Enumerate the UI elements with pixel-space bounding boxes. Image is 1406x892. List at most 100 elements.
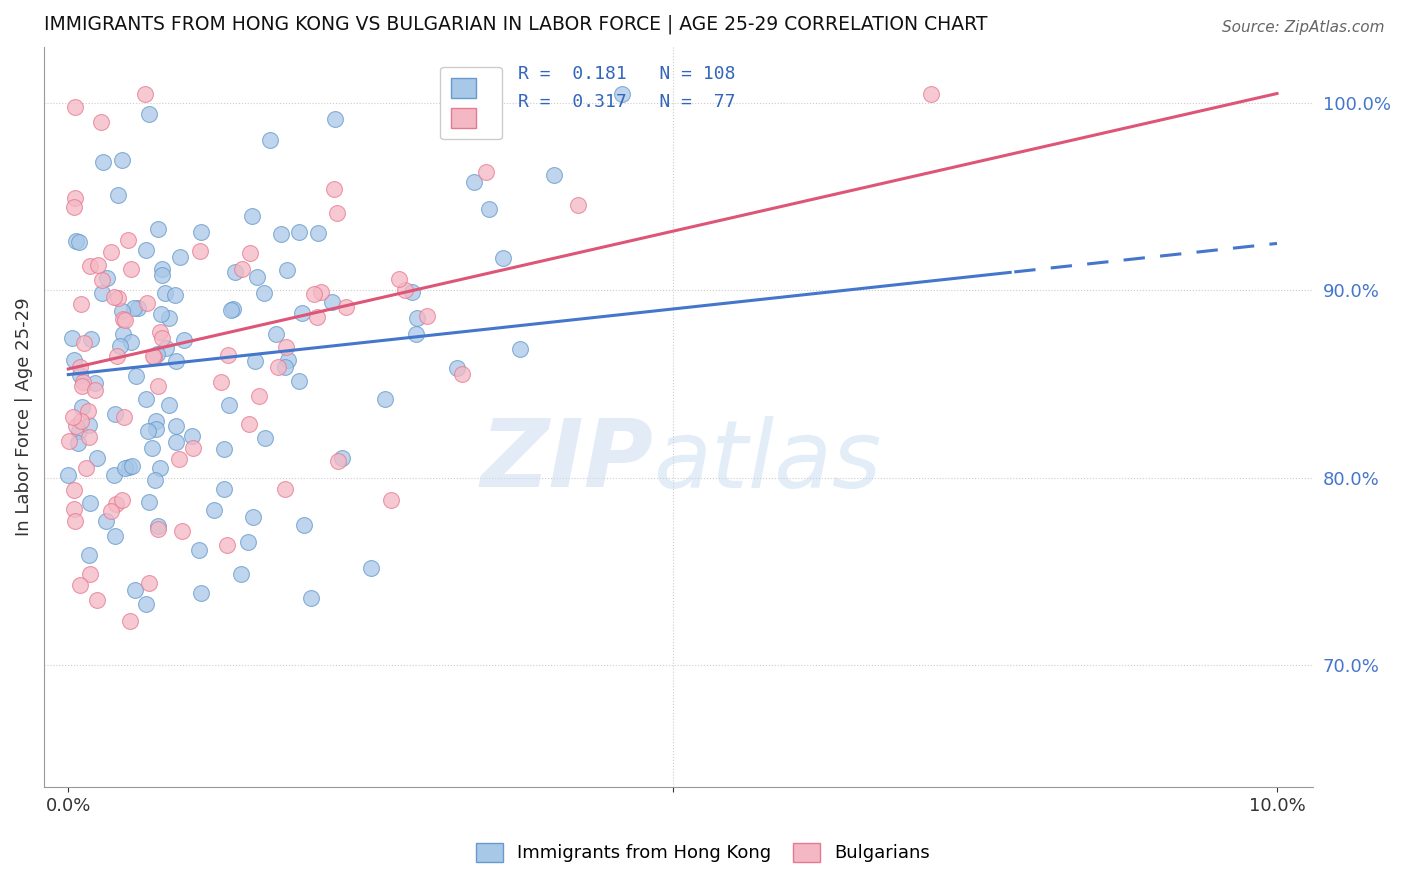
Point (100, 504, 122, 518)
Point (111, 312, 134, 326)
Point (165, 354, 187, 368)
Point (75, 460, 97, 475)
Point (209, 375, 232, 389)
Point (96, 514, 118, 528)
Point (157, 398, 180, 412)
Point (446, 360, 468, 375)
Point (450, 367, 472, 381)
Point (121, 458, 143, 473)
Point (91, 154, 114, 169)
Point (478, 202, 501, 217)
Point (70, 414, 93, 428)
Point (146, 522, 169, 536)
Point (401, 285, 423, 299)
Point (307, 226, 329, 240)
Point (63, 514, 86, 528)
Point (124, 583, 146, 598)
Point (325, 112, 347, 126)
Point (173, 333, 195, 347)
Point (294, 517, 316, 532)
Point (335, 300, 357, 314)
Point (291, 305, 314, 319)
Point (321, 294, 343, 309)
Point (259, 133, 281, 147)
Point (63, 483, 86, 498)
Point (238, 417, 260, 431)
Point (76, 404, 98, 418)
Point (181, 441, 204, 455)
Point (309, 285, 332, 299)
Point (266, 359, 288, 374)
Point (374, 392, 396, 406)
Point (146, 379, 169, 393)
Point (150, 307, 173, 321)
Point (69, 578, 91, 592)
Point (406, 310, 429, 325)
Point (415, 310, 437, 324)
Point (135, 597, 157, 611)
Y-axis label: In Labor Force | Age 25-29: In Labor Force | Age 25-29 (15, 297, 32, 536)
Point (187, 543, 209, 558)
Point (63, 100, 86, 114)
Point (138, 107, 160, 121)
Point (202, 503, 225, 517)
Point (274, 340, 297, 354)
Point (146, 519, 169, 533)
Point (219, 302, 242, 317)
Point (72, 401, 94, 415)
Point (157, 311, 180, 326)
Point (112, 410, 135, 425)
Point (328, 454, 350, 468)
Point (120, 335, 142, 350)
Point (231, 261, 253, 276)
Point (148, 222, 170, 236)
Point (103, 467, 125, 482)
Point (79, 259, 101, 273)
Point (90, 115, 112, 129)
Point (111, 303, 134, 318)
Point (169, 250, 191, 264)
Point (77, 417, 100, 432)
Point (165, 434, 187, 449)
Point (190, 586, 212, 600)
Point (107, 291, 129, 305)
Point (136, 424, 159, 438)
Point (65, 418, 87, 433)
Text: IMMIGRANTS FROM HONG KONG VS BULGARIAN IN LABOR FORCE | AGE 25-29 CORRELATION CH: IMMIGRANTS FROM HONG KONG VS BULGARIAN I… (44, 15, 987, 35)
Point (111, 327, 134, 342)
Text: atlas: atlas (654, 416, 882, 507)
Point (610, 87, 633, 101)
Point (86, 592, 108, 607)
Point (277, 353, 299, 368)
Point (217, 538, 239, 552)
Point (167, 451, 190, 466)
Point (127, 301, 149, 315)
Point (149, 460, 172, 475)
Point (253, 285, 276, 300)
Point (212, 442, 235, 456)
Legend: Immigrants from Hong Kong, Bulgarians: Immigrants from Hong Kong, Bulgarians (468, 836, 938, 870)
Point (165, 418, 187, 433)
Point (96, 271, 118, 285)
Point (134, 87, 156, 101)
Point (921, 87, 943, 101)
Point (149, 326, 172, 340)
Point (111, 153, 134, 167)
Point (153, 286, 176, 301)
Point (62, 410, 84, 425)
Point (190, 225, 212, 239)
Point (135, 243, 157, 257)
Point (270, 227, 292, 241)
Point (65, 234, 87, 248)
Point (405, 327, 427, 342)
Point (104, 407, 127, 421)
Point (236, 535, 259, 549)
Point (67, 424, 90, 438)
Point (276, 263, 298, 277)
Point (288, 374, 311, 388)
Point (83, 383, 105, 397)
Point (100, 244, 122, 259)
Point (463, 175, 485, 189)
Point (305, 310, 328, 325)
Point (253, 431, 276, 445)
